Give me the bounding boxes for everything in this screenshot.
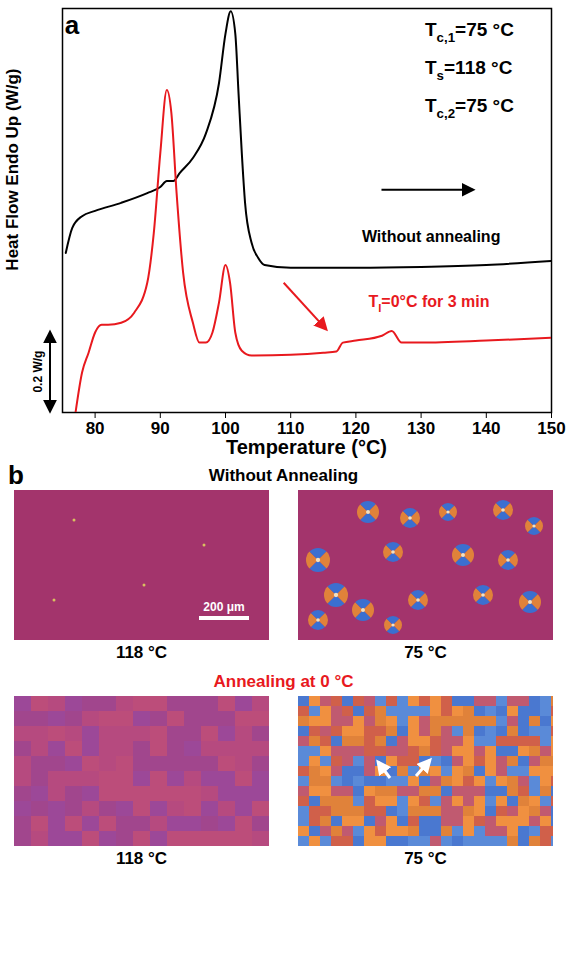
svg-text:Temperature (°C): Temperature (°C) bbox=[226, 436, 387, 458]
svg-text:Without annealing: Without annealing bbox=[362, 228, 501, 245]
svg-text:100: 100 bbox=[211, 419, 239, 438]
svg-text:0.2 W/g: 0.2 W/g bbox=[31, 351, 45, 393]
svg-text:Tc,1=75 °C: Tc,1=75 °C bbox=[425, 19, 514, 45]
html-text:75 °C: 75 °C bbox=[404, 849, 447, 868]
svg-text:90: 90 bbox=[151, 419, 170, 438]
html-text:Without Annealing: Without Annealing bbox=[208, 466, 359, 485]
svg-text:TI=0°C for 3 min: TI=0°C for 3 min bbox=[368, 293, 489, 314]
html-text:118 °C: 118 °C bbox=[115, 643, 168, 662]
svg-text:80: 80 bbox=[86, 419, 105, 438]
svg-text:Heat Flow Endo Up (W/g): Heat Flow Endo Up (W/g) bbox=[3, 69, 22, 271]
svg-text:150: 150 bbox=[537, 419, 565, 438]
svg-text:Tc,2=75 °C: Tc,2=75 °C bbox=[425, 95, 514, 121]
html-text:118 °C: 118 °C bbox=[115, 849, 168, 868]
svg-text:Ts=118 °C: Ts=118 °C bbox=[425, 57, 513, 83]
svg-text:200 μm: 200 μm bbox=[203, 600, 244, 614]
svg-text:a: a bbox=[65, 10, 80, 40]
html-text:75 °C: 75 °C bbox=[404, 643, 447, 662]
svg-text:130: 130 bbox=[407, 419, 435, 438]
svg-text:140: 140 bbox=[472, 419, 500, 438]
html-text:Annealing at 0 °C: Annealing at 0 °C bbox=[213, 672, 354, 691]
svg-text:110: 110 bbox=[277, 419, 304, 438]
html-text:b: b bbox=[8, 460, 24, 490]
svg-text:120: 120 bbox=[342, 419, 370, 438]
